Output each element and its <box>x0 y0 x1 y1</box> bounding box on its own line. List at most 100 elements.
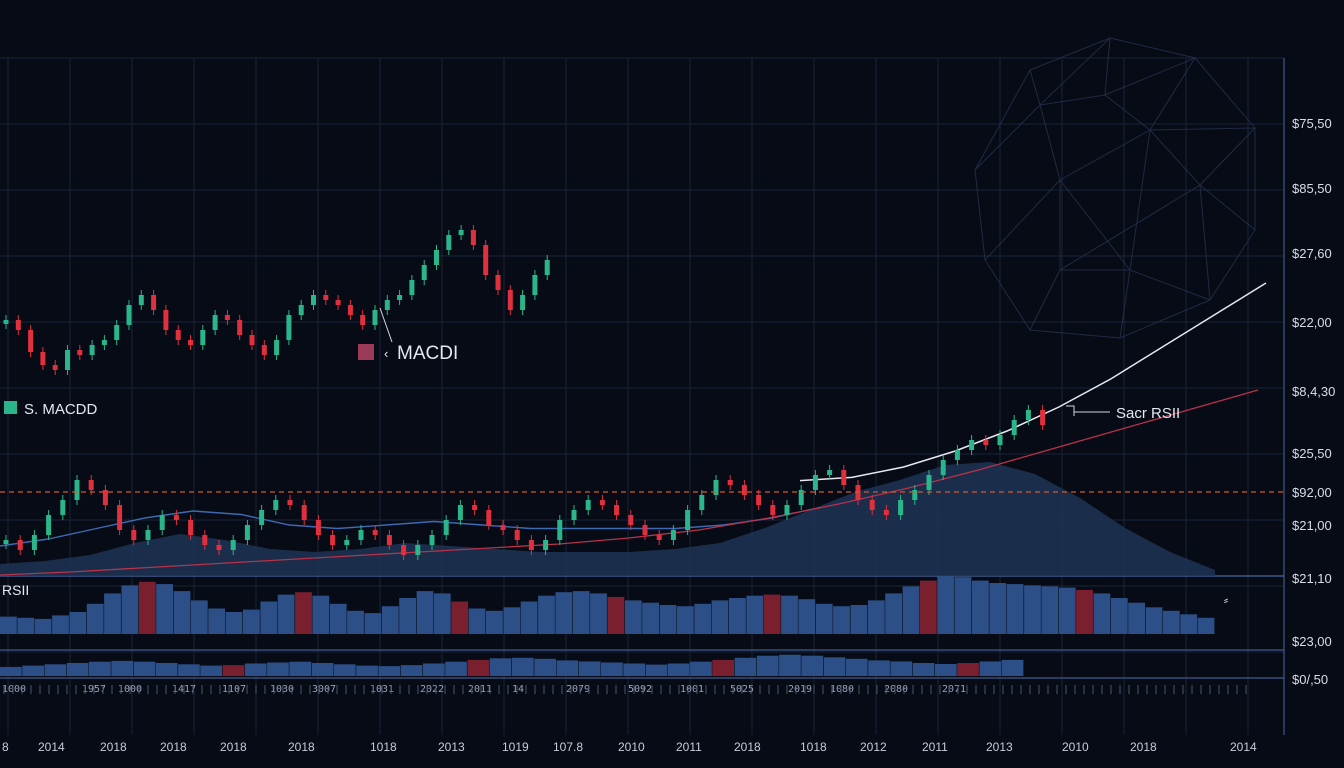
candle-upper <box>65 350 70 370</box>
rsi-callout: Sacr RSII <box>1066 405 1180 422</box>
mini-row-label: 2080 <box>884 684 908 695</box>
x-axis-tick-label: 2014 <box>1230 740 1257 754</box>
decorative-polyhedron <box>974 36 1257 339</box>
candle-lower <box>202 535 208 545</box>
candle-lower <box>713 480 719 495</box>
rsi-bar <box>329 603 347 634</box>
volume-bar <box>89 661 111 676</box>
area-layer <box>0 462 1215 576</box>
mini-row-label: 5092 <box>628 684 652 695</box>
volume-bar <box>912 663 935 676</box>
candle-lower <box>756 495 762 505</box>
rsi-bar <box>17 617 35 634</box>
candle-lower <box>1040 410 1046 425</box>
volume-bar <box>690 661 712 676</box>
volume-bar <box>645 664 668 676</box>
x-axis-tick-label: 2010 <box>1062 740 1089 754</box>
volume-bar <box>890 661 913 676</box>
candle-lower <box>841 470 847 485</box>
candle-lower <box>216 545 222 550</box>
candle-lower <box>1025 410 1031 420</box>
volume-bar <box>556 660 579 676</box>
rsi-bar <box>399 598 416 634</box>
mini-row-label: 14 <box>512 684 524 695</box>
volume-bar <box>623 663 645 676</box>
side-mark: ⸗ <box>1224 593 1228 607</box>
candle-lower <box>656 535 662 540</box>
candle-lower <box>386 535 392 545</box>
mini-row-label: 1080 <box>830 684 854 695</box>
volume-bar <box>534 658 556 676</box>
volume-bar <box>601 662 623 676</box>
candle-lower <box>954 450 960 460</box>
candle-lower <box>301 505 307 520</box>
volume-bar <box>111 660 133 676</box>
candle-upper <box>286 315 292 340</box>
rsi-bar <box>815 603 833 634</box>
candle-upper <box>101 340 107 345</box>
mini-row-label: 2019 <box>788 684 812 695</box>
candle-upper <box>77 350 83 355</box>
rsi-bar <box>312 595 330 634</box>
y-axis-tick-label: $0/,50 <box>1292 672 1328 687</box>
mini-row-label: 2079 <box>566 684 590 695</box>
rsi-bar <box>746 595 764 634</box>
mini-row-label: 3007 <box>312 684 336 695</box>
candle-lower <box>17 540 23 550</box>
candle-upper <box>347 305 353 315</box>
rsi-bar <box>1024 585 1041 634</box>
rsi-bar <box>676 606 694 634</box>
x-axis-labels: 8 2014 2018 2018 2018 2018 1018 2013 1019 107.8 20… <box>2 740 1257 754</box>
candle-upper <box>470 230 476 245</box>
x-axis-tick-label: 2012 <box>860 740 887 754</box>
volume-bar <box>222 665 245 676</box>
candle-upper <box>224 315 230 320</box>
rsi-bar <box>902 586 920 634</box>
candle-lower <box>699 495 705 510</box>
rsi-bar <box>1145 607 1163 634</box>
rsi-bar <box>520 601 538 634</box>
volume-bar <box>823 657 846 676</box>
candle-upper <box>298 305 304 315</box>
rsi-bar <box>1041 586 1059 634</box>
x-axis-tick-label: 1019 <box>502 740 529 754</box>
rsi-bar <box>121 585 139 634</box>
candle-upper <box>188 340 193 345</box>
rsi-bar <box>624 600 642 634</box>
y-axis-tick-label: $75,50 <box>1292 116 1332 131</box>
x-axis-tick-label: 2018 <box>288 740 315 754</box>
candle-upper <box>434 250 439 265</box>
candle-lower <box>244 525 250 540</box>
volume-bar <box>445 661 467 676</box>
rsi-bar <box>919 580 937 634</box>
mini-row-label: 1001 <box>680 684 704 695</box>
candle-lower <box>912 490 918 500</box>
candle-lower <box>557 520 563 540</box>
candle-upper <box>40 352 46 365</box>
candle-upper <box>458 230 464 235</box>
rsi-bar <box>451 601 469 634</box>
mini-row-label: 2011 <box>468 684 492 695</box>
candle-lower <box>969 440 975 450</box>
rsi-bar <box>1058 587 1076 634</box>
candle-upper <box>151 295 157 310</box>
macd-legend-swatch <box>358 344 374 360</box>
rsi-bar <box>486 610 503 634</box>
macd-legend: ‹ MACDI <box>358 307 458 364</box>
rsi-bar <box>607 596 625 634</box>
candle-lower <box>500 525 506 530</box>
y-axis-tick-label: $8,4,30 <box>1292 384 1335 399</box>
ma-blue-line <box>0 506 821 547</box>
candle-lower <box>585 500 591 510</box>
volume-bar <box>734 657 757 676</box>
candle-lower <box>259 510 265 525</box>
rsi-bar <box>954 577 972 634</box>
candle-lower <box>784 505 790 515</box>
rsi-bar <box>1162 610 1180 634</box>
rsi-bar <box>711 600 729 634</box>
rsi-bar <box>104 593 121 634</box>
candle-lower <box>571 510 577 520</box>
rsi-bar <box>347 610 364 634</box>
rsi-bar <box>885 593 902 634</box>
